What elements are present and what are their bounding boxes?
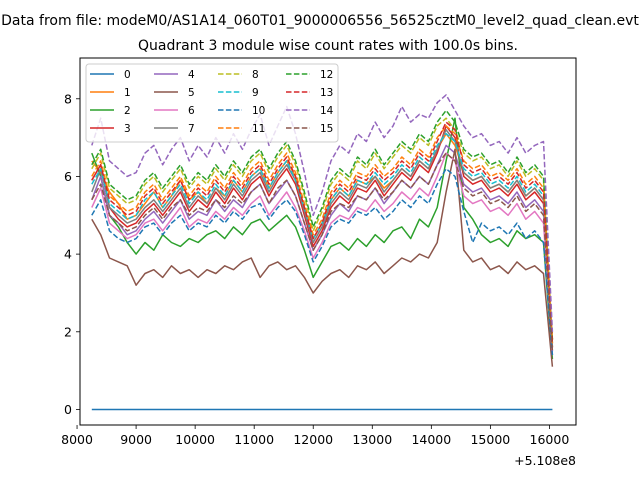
legend-label-9: 9 xyxy=(252,87,259,99)
series-line-3 xyxy=(91,125,554,348)
series-line-2 xyxy=(91,117,554,360)
y-tick-label: 2 xyxy=(64,324,72,339)
legend-label-6: 6 xyxy=(188,105,195,117)
series-line-8 xyxy=(91,117,554,340)
x-tick-label: 9000 xyxy=(120,432,152,447)
legend-label-4: 4 xyxy=(188,69,195,81)
x-tick-label: 10000 xyxy=(175,432,215,447)
series-line-7 xyxy=(91,129,554,348)
legend-label-13: 13 xyxy=(320,87,333,99)
series-line-12 xyxy=(91,109,554,340)
legend-label-10: 10 xyxy=(252,105,265,117)
legend-label-3: 3 xyxy=(124,123,131,135)
legend-label-11: 11 xyxy=(252,123,265,135)
x-axis: 8000 9000 10000 11000 12000 13000 14000 15000 16… xyxy=(61,425,569,447)
y-tick-label: 4 xyxy=(64,247,72,262)
x-tick-label: 14000 xyxy=(411,432,451,447)
x-tick-label: 11000 xyxy=(234,432,274,447)
series-line-13 xyxy=(91,121,554,344)
y-tick-label: 0 xyxy=(64,402,72,417)
chart-title: Quadrant 3 module wise count rates with … xyxy=(138,38,518,54)
legend-label-8: 8 xyxy=(252,69,259,81)
legend-label-14: 14 xyxy=(320,105,334,117)
legend-label-7: 7 xyxy=(188,123,195,135)
series-line-14 xyxy=(91,94,554,332)
x-tick-label: 13000 xyxy=(352,432,392,447)
legend-label-0: 0 xyxy=(124,69,131,81)
x-tick-label: 8000 xyxy=(61,432,93,447)
series-line-15 xyxy=(91,152,554,352)
legend-label-12: 12 xyxy=(320,69,333,81)
legend-label-1: 1 xyxy=(124,87,131,99)
x-tick-label: 15000 xyxy=(470,432,510,447)
series-layer xyxy=(91,94,554,411)
x-tick-label: 12000 xyxy=(293,432,333,447)
y-tick-label: 6 xyxy=(64,169,72,184)
x-tick-label: 16000 xyxy=(530,432,570,447)
chart-suptitle: Data from file: modeM0/AS1A14_060T01_900… xyxy=(1,13,639,29)
y-tick-label: 8 xyxy=(64,91,72,106)
axes-frame xyxy=(79,57,577,426)
series-line-5 xyxy=(91,148,554,367)
y-axis: 0 2 4 6 8 xyxy=(64,91,80,417)
legend-label-2: 2 xyxy=(124,105,131,117)
legend-frame xyxy=(85,63,339,143)
series-line-11 xyxy=(91,125,554,344)
series-line-6 xyxy=(91,152,554,356)
x-offset-text: +5.108e8 xyxy=(514,453,576,468)
series-line-9 xyxy=(91,132,554,344)
legend-label-15: 15 xyxy=(320,123,333,135)
series-line-10 xyxy=(91,167,554,356)
legend-label-5: 5 xyxy=(188,87,195,99)
